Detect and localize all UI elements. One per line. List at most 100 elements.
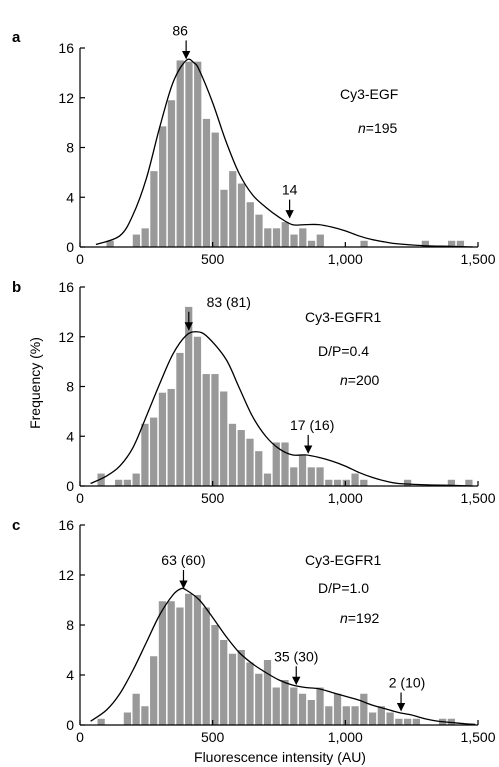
y-tick-label: 8 — [66, 617, 74, 633]
histogram-bar — [158, 601, 167, 725]
y-tick-label: 16 — [58, 40, 74, 56]
histogram-bar — [106, 240, 114, 247]
histogram-bar — [255, 673, 263, 725]
annotation-label: 86 — [172, 22, 188, 38]
histogram-bar — [246, 438, 254, 486]
histogram-bar — [150, 171, 158, 247]
histogram-bar — [141, 706, 149, 725]
histogram-bar — [237, 430, 245, 486]
histogram-bar — [150, 656, 158, 725]
histogram-bar — [299, 228, 307, 247]
histogram-bar — [141, 228, 149, 247]
histogram-bar — [333, 693, 342, 725]
histogram-bar — [176, 607, 184, 725]
annotation-label: 83 (81) — [207, 294, 251, 310]
y-tick-label: 4 — [66, 189, 74, 205]
histogram-bar — [412, 718, 420, 725]
histogram-bar — [325, 706, 333, 725]
fit-curve — [95, 58, 473, 248]
histogram-bar — [141, 423, 149, 486]
annotation-label: 2 (10) — [389, 675, 426, 691]
x-tick-label: 1,000 — [328, 490, 363, 506]
y-tick-label: 8 — [66, 379, 74, 395]
histogram-bar — [307, 700, 315, 725]
histogram-bar — [403, 718, 412, 725]
annotation-label: 14 — [282, 182, 298, 198]
histogram-bar — [211, 374, 219, 486]
histogram-bar — [316, 467, 324, 486]
histogram-bar — [255, 451, 263, 486]
histogram-bar — [246, 662, 254, 725]
histogram-bar — [185, 306, 193, 486]
histogram-bar — [281, 222, 289, 247]
annotation-label: 17 (16) — [290, 417, 334, 433]
x-tick-label: 1,000 — [328, 251, 363, 267]
annotation-label: 35 (30) — [274, 648, 318, 664]
histogram-bar — [298, 454, 307, 486]
histogram-bar — [360, 693, 368, 725]
histogram-bar — [272, 687, 280, 725]
histogram-bar — [97, 718, 105, 725]
y-tick-label: 4 — [66, 428, 74, 444]
y-tick-label: 12 — [58, 567, 74, 583]
histogram-bar — [185, 593, 193, 725]
panel-c: c 0 4 8 12 16 0 500 1,000 1,500 63 (60) 35 (30) 2 (1… — [12, 517, 496, 745]
histogram-bar — [342, 706, 350, 725]
histogram-bar — [167, 388, 175, 486]
y-tick-label: 0 — [66, 478, 74, 494]
histogram-bar — [456, 240, 465, 247]
histogram-bar — [465, 479, 473, 486]
x-tick-label: 500 — [201, 729, 225, 745]
panel-label: a — [12, 29, 21, 46]
histogram-bar — [290, 467, 298, 486]
histogram-bar — [307, 467, 315, 486]
histogram-bar — [185, 61, 193, 248]
histogram-bar — [281, 442, 289, 486]
fit-curve — [90, 331, 473, 487]
histogram-bar — [237, 650, 245, 725]
histogram-bar — [228, 423, 237, 486]
histogram-bar — [202, 118, 211, 247]
histogram-bar — [360, 479, 368, 486]
histogram-bar — [123, 479, 132, 486]
histogram-bar — [167, 100, 176, 247]
histogram-bar — [272, 228, 281, 247]
x-axis-label: Fluorescence intensity (AU) — [194, 749, 366, 765]
y-tick-label: 8 — [66, 140, 74, 156]
histogram-bar — [447, 479, 456, 486]
panel-b: b 0 4 8 12 16 0 500 1,000 1,500 83 (81) 17 (16) Cy3-… — [12, 279, 496, 506]
x-tick-label: 1,000 — [328, 729, 363, 745]
y-tick-label: 4 — [66, 667, 74, 683]
histogram-bar — [176, 352, 184, 486]
histogram-bar — [307, 240, 316, 247]
panel-note: n=195 — [358, 120, 398, 136]
y-tick-label: 0 — [66, 239, 74, 255]
y-tick-label: 12 — [58, 329, 74, 345]
histogram-bar — [421, 240, 430, 247]
histogram-bar — [263, 660, 272, 725]
panel-label: c — [12, 517, 20, 534]
panel-note: D/P=1.0 — [318, 580, 369, 596]
histogram-bar — [158, 392, 167, 486]
histogram-bar — [193, 595, 202, 725]
x-tick-label: 1,500 — [460, 490, 495, 506]
histogram-bar — [290, 687, 298, 725]
histogram-bar — [202, 607, 210, 725]
histogram-bar — [150, 417, 158, 486]
histogram-bar — [123, 712, 132, 725]
x-tick-label: 0 — [76, 490, 84, 506]
y-tick-label: 12 — [58, 90, 74, 106]
histogram-bar — [351, 473, 359, 486]
annotation-label: 63 (60) — [161, 552, 205, 568]
x-tick-label: 0 — [76, 251, 84, 267]
histogram-bar — [211, 625, 219, 725]
histogram-bar — [290, 234, 298, 247]
y-axis-label: Frequency (%) — [27, 337, 43, 429]
histogram-bar — [167, 601, 175, 725]
histogram-bar — [377, 706, 385, 725]
histogram-bar — [229, 171, 237, 247]
histogram-bar — [298, 693, 307, 725]
panel-note: Cy3-EGFR1 — [305, 552, 381, 568]
histogram-bar — [220, 391, 228, 486]
